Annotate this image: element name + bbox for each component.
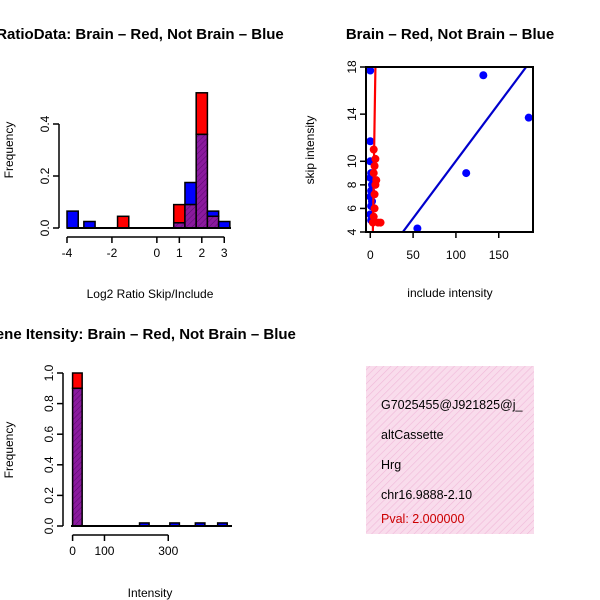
scatter-marks [366, 67, 533, 232]
gene-intensity-bars [71, 372, 228, 527]
ratio-histogram-ylabel: Frequency [2, 122, 16, 179]
brain-point [369, 169, 378, 178]
y-tick-label: 4 [345, 228, 359, 235]
overlap-bar [184, 203, 197, 229]
y-tick-label: 0.2 [38, 167, 52, 184]
x-tick-label: 50 [406, 248, 420, 262]
y-tick-label: 14 [345, 107, 359, 121]
y-tick-label: 0.2 [42, 487, 56, 504]
ratio-histogram-panel: RatioData: Brain – Red, Not Brain – Blue… [0, 26, 284, 301]
info-line-location: chr16.9888-2.10 [381, 488, 472, 502]
ratio-histogram-axes: -4 -2 0 1 2 3 0.0 0.2 0.4 [38, 115, 231, 260]
scatter-xlabel: include intensity [407, 286, 492, 300]
x-tick-label: 150 [489, 248, 509, 262]
not-brain-point [462, 169, 471, 178]
x-tick-label: -2 [107, 246, 118, 260]
x-tick-label: 0 [154, 246, 161, 260]
info-line-id: G7025455@J921825@j_ [381, 398, 524, 412]
brain-point [370, 162, 379, 170]
x-tick-label: 2 [198, 246, 205, 260]
y-tick-label: 0.8 [42, 395, 56, 412]
overlap-bar [71, 387, 83, 527]
y-tick-label: 6 [345, 205, 359, 212]
y-tick-label: 0.4 [42, 456, 56, 473]
y-tick-label: 0.0 [38, 219, 52, 236]
y-tick-label: 0.6 [42, 426, 56, 443]
brain-bar [172, 203, 186, 224]
intensity-scatter-panel: Brain – Red, Not Brain – Blue 0 50 100 150 4… [303, 26, 554, 300]
info-line-pval: Pval: 2.000000 [381, 512, 464, 526]
ratio-histogram-bars [66, 92, 231, 229]
y-tick-label: 0.0 [42, 517, 56, 534]
x-tick-label: 100 [446, 248, 466, 262]
x-tick-label: -4 [62, 246, 73, 260]
x-tick-label: 100 [94, 544, 114, 558]
overlap-bar [206, 215, 220, 229]
info-line-gene: Hrg [381, 458, 401, 472]
scatter-ylabel: skip intensity [303, 116, 317, 185]
ratio-histogram-title: RatioData: Brain – Red, Not Brain – Blue [0, 26, 284, 43]
brain-point [369, 212, 378, 221]
info-line-event-type: altCassette [381, 428, 444, 442]
not-brain-point [413, 224, 422, 232]
brain-point [370, 190, 379, 199]
gene-intensity-ylabel: Frequency [2, 422, 16, 479]
not-brain-bar [206, 210, 220, 218]
gene-intensity-xlabel: Intensity [128, 586, 173, 600]
brain-point [371, 154, 380, 163]
brain-point [369, 145, 378, 154]
brain-bar [116, 215, 130, 229]
y-tick-label: 0.4 [38, 115, 52, 132]
gene-intensity-axes: 0 100 300 0.0 0.2 0.4 0.6 0.8 1.0 [42, 364, 232, 558]
x-tick-label: 3 [221, 246, 228, 260]
not-brain-point [366, 137, 375, 146]
brain-point [370, 204, 379, 213]
y-tick-label: 8 [345, 181, 359, 188]
not-brain-point [366, 67, 375, 75]
ratio-histogram-xlabel: Log2 Ratio Skip/Include [87, 287, 214, 301]
brain-bar [195, 92, 209, 136]
brain-bar [71, 372, 83, 390]
gene-intensity-title: Gene Itensity: Brain – Red, Not Brain – … [0, 326, 296, 343]
not-brain-point [479, 71, 488, 80]
info-box: G7025455@J921825@j_ altCassette Hrg chr1… [366, 366, 534, 534]
brain-point [372, 176, 381, 185]
y-tick-label: 18 [345, 60, 359, 74]
y-tick-label: 1.0 [42, 364, 56, 381]
not-brain-bar [66, 210, 79, 229]
not-brain-bar [184, 181, 197, 206]
x-tick-label: 1 [176, 246, 183, 260]
not-brain-point [524, 113, 533, 122]
brain-point [376, 218, 385, 227]
gene-intensity-panel: Gene Itensity: Brain – Red, Not Brain – … [0, 326, 296, 600]
x-tick-label: 300 [158, 544, 178, 558]
not-brain-fit-line [401, 67, 528, 232]
scatter-title: Brain – Red, Not Brain – Blue [346, 26, 554, 43]
scatter-plot-area [366, 67, 533, 232]
info-box-background [366, 366, 534, 534]
scatter-axes: 0 50 100 150 4 6 8 10 14 18 [345, 60, 534, 262]
x-tick-label: 0 [367, 248, 374, 262]
x-tick-label: 0 [69, 544, 76, 558]
overlap-bar [195, 133, 209, 229]
y-tick-label: 10 [345, 154, 359, 168]
scatter-frame [365, 66, 534, 233]
